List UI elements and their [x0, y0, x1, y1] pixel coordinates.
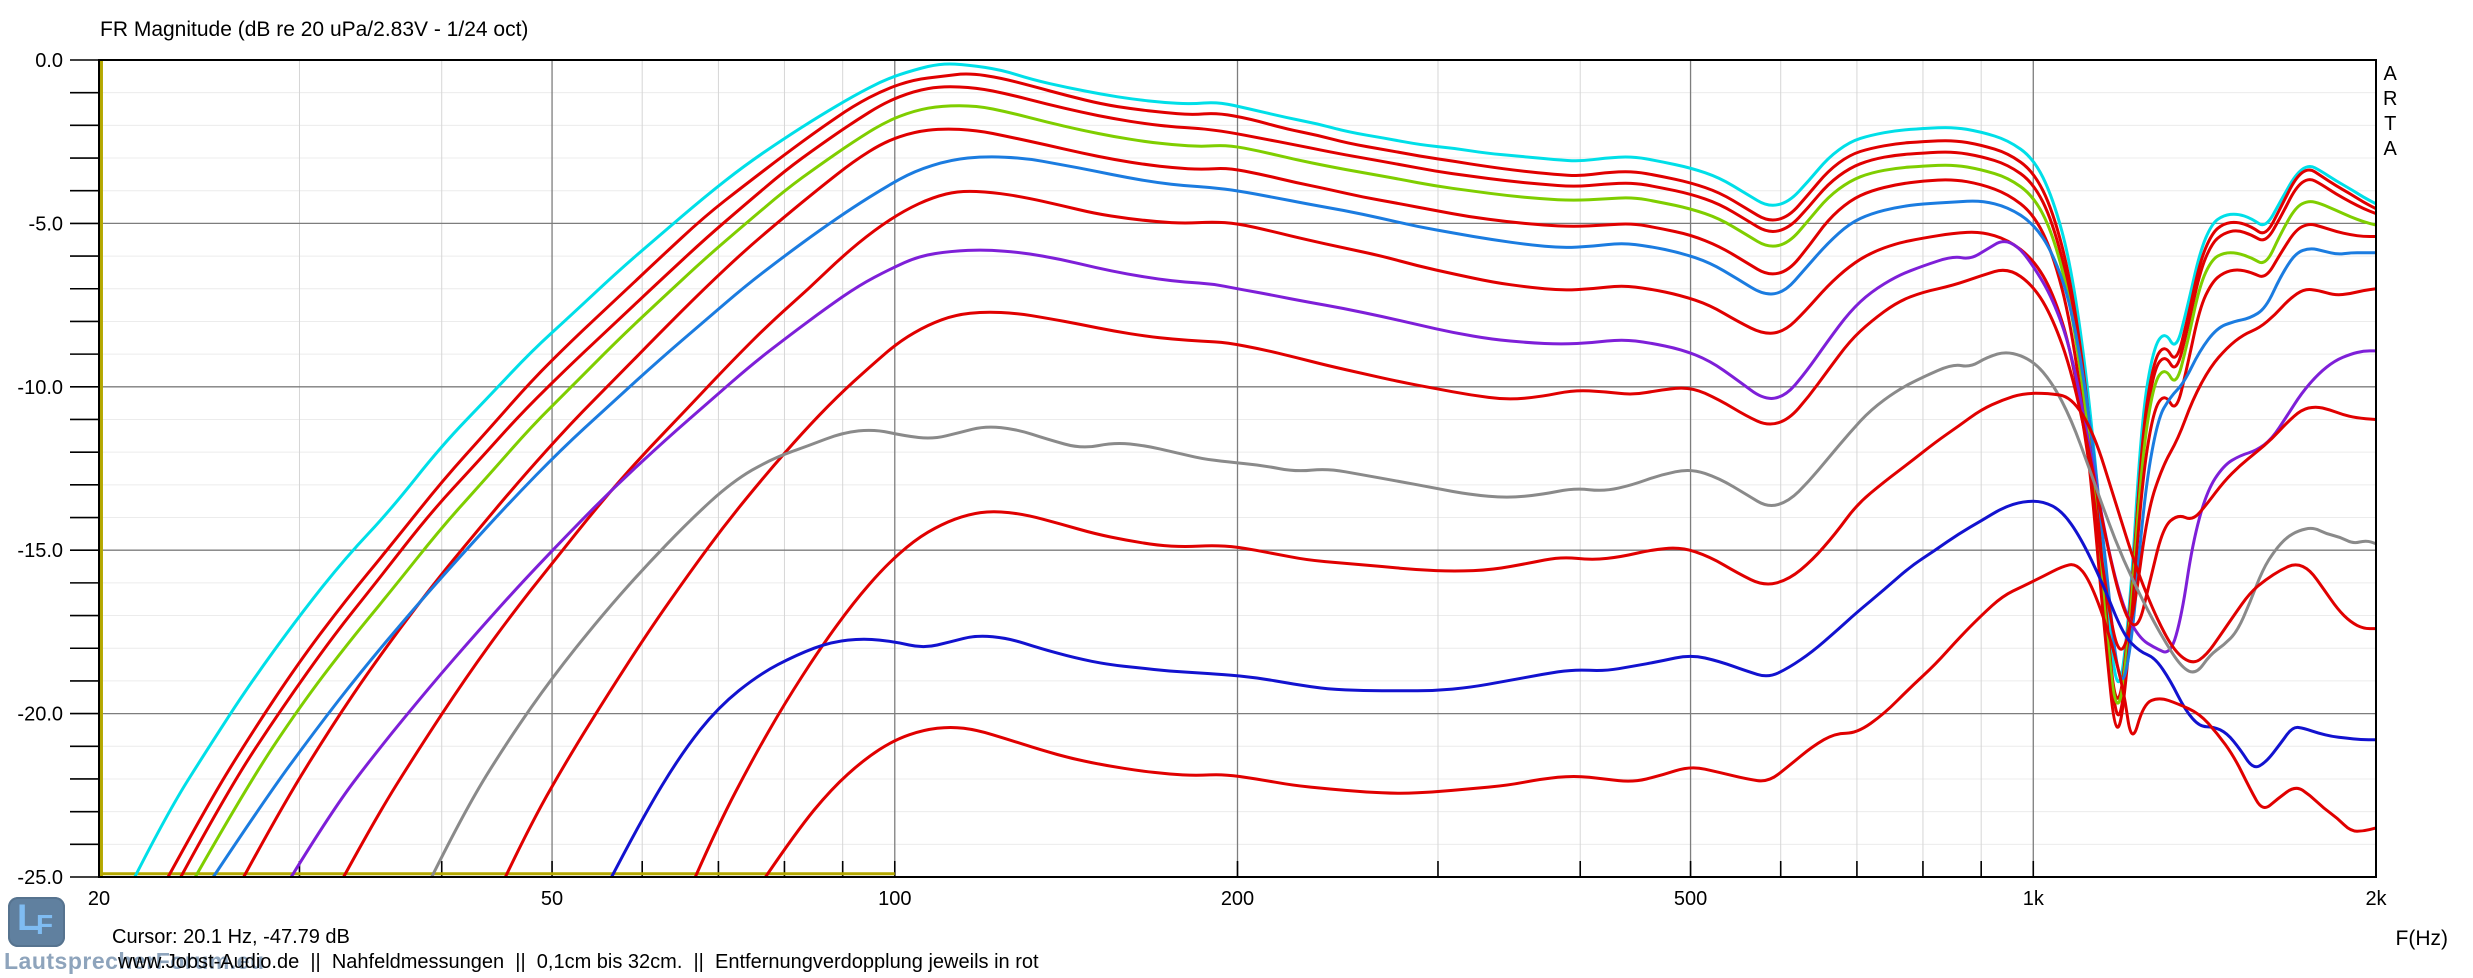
arta-watermark-label: A R T A: [2383, 63, 2398, 160]
y-tick-label: -15.0: [17, 540, 63, 562]
cursor-readout: Cursor: 20.1 Hz, -47.79 dB: [112, 926, 350, 948]
trace-02-red: [166, 72, 2376, 877]
y-tick-label: -20.0: [17, 704, 63, 726]
x-tick-label: 50: [541, 888, 563, 910]
logo-letter-f: F: [36, 909, 54, 940]
lautsprecherforum-watermark: LautsprecherForum.eu: [4, 948, 265, 974]
trace-08-purple: [289, 240, 2376, 877]
y-tick-label: -25.0: [17, 867, 63, 889]
chart-title: FR Magnitude (dB re 20 uPa/2.83V - 1/24 …: [100, 18, 529, 41]
trace-13-red: [764, 563, 2376, 877]
x-tick-label: 500: [1674, 888, 1707, 910]
trace-05-red: [242, 127, 2376, 877]
y-tick-label: -5.0: [29, 213, 63, 235]
axis-ticks: [70, 59, 2035, 878]
x-tick-label: 200: [1221, 888, 1254, 910]
trace-10-gray: [430, 351, 2376, 877]
axis-labels: 0.0 -5.0 -10.0 -15.0 -20.0 -25.0 20 50 100 200 500…: [17, 50, 2448, 950]
grid-major: [99, 60, 2376, 877]
traces: [133, 62, 2376, 877]
logo-letter-l: L: [17, 897, 40, 938]
x-tick-label: 20: [88, 888, 110, 910]
plot-frame: [98, 59, 2377, 878]
measurement-footer-note: www.Jobst-Audio.de || Nahfeldmessungen |…: [118, 951, 1039, 973]
trace-01-cyan: [133, 62, 2376, 877]
x-tick-label: 100: [878, 888, 911, 910]
y-tick-label: 0.0: [35, 50, 63, 72]
trace-06-blue: [211, 155, 2376, 877]
lautsprecherforum-logo: L F: [8, 897, 65, 947]
trace-07-red: [342, 189, 2376, 877]
trace-04-green: [193, 104, 2376, 877]
cursor-lines: [99, 60, 895, 877]
trace-11-red: [693, 391, 2376, 877]
x-axis-title: F(Hz): [2396, 927, 2448, 950]
trace-03-red: [179, 85, 2376, 877]
trace-09-red: [503, 268, 2376, 877]
x-tick-label: 2k: [2365, 888, 2387, 910]
x-tick-label: 1k: [2023, 888, 2045, 910]
y-tick-label: -10.0: [17, 377, 63, 399]
